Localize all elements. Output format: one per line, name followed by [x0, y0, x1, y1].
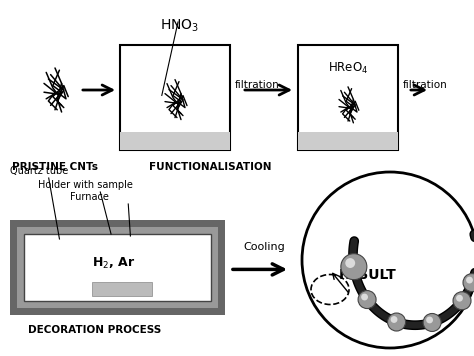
- Bar: [24, 234, 211, 301]
- Circle shape: [463, 273, 474, 292]
- Text: HNO$_3$: HNO$_3$: [160, 18, 200, 35]
- Bar: [10, 220, 225, 315]
- Circle shape: [466, 277, 473, 283]
- Text: RESULT: RESULT: [339, 268, 397, 282]
- Bar: [298, 45, 398, 150]
- Circle shape: [426, 316, 433, 323]
- Text: PRISTINE CNTs: PRISTINE CNTs: [12, 162, 98, 172]
- Circle shape: [456, 295, 463, 302]
- Text: Quartz tube: Quartz tube: [10, 166, 68, 176]
- Bar: [91, 282, 152, 296]
- Text: Furnace: Furnace: [70, 192, 109, 202]
- Bar: [17, 227, 218, 308]
- Bar: [120, 45, 230, 150]
- Circle shape: [345, 258, 355, 268]
- Text: FUNCTIONALISATION: FUNCTIONALISATION: [149, 162, 271, 172]
- Circle shape: [423, 314, 441, 331]
- Text: Holder with sample: Holder with sample: [38, 180, 133, 190]
- Text: filtration: filtration: [403, 80, 448, 90]
- Text: DECORATION PROCESS: DECORATION PROCESS: [28, 325, 162, 335]
- Text: Cooling: Cooling: [243, 242, 285, 252]
- Circle shape: [388, 313, 406, 331]
- Circle shape: [341, 254, 367, 280]
- Circle shape: [361, 294, 368, 300]
- Circle shape: [453, 292, 471, 310]
- Bar: [120, 132, 230, 150]
- Circle shape: [302, 172, 474, 348]
- Circle shape: [358, 290, 376, 309]
- Text: filtration: filtration: [235, 80, 280, 90]
- Bar: [298, 132, 398, 150]
- Text: HReO$_4$: HReO$_4$: [328, 61, 368, 76]
- Circle shape: [391, 316, 398, 323]
- Text: H$_2$, Ar: H$_2$, Ar: [91, 256, 135, 271]
